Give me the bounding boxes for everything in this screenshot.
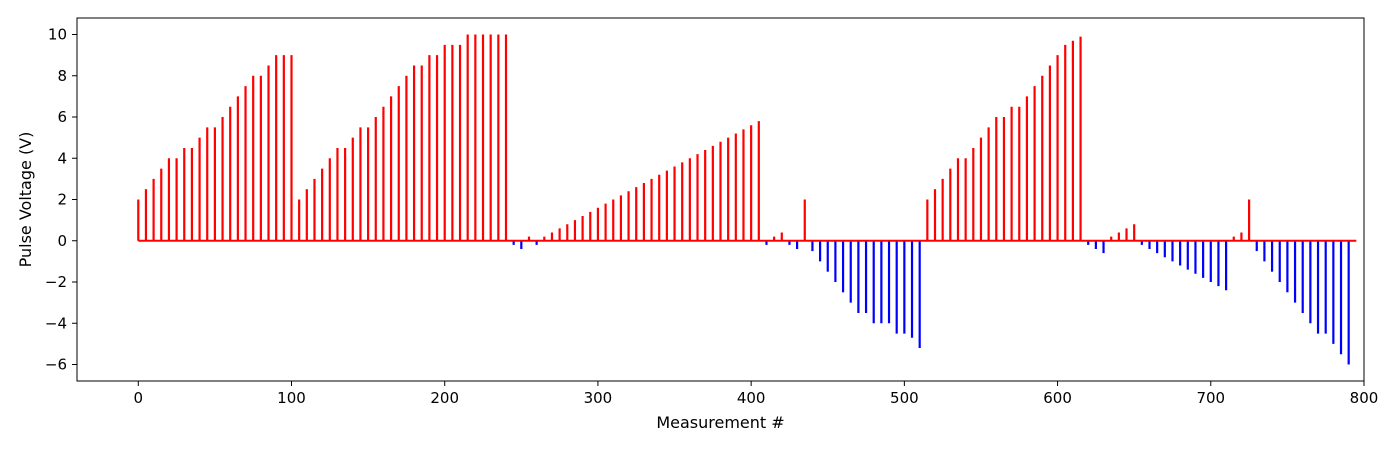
x-tick-label: 300 (584, 389, 613, 407)
x-tick-label: 700 (1196, 389, 1225, 407)
x-axis-label: Measurement # (656, 413, 784, 432)
x-tick-label: 200 (430, 389, 459, 407)
y-tick-label: 8 (57, 67, 67, 85)
x-tick-label: 500 (890, 389, 919, 407)
x-tick-label: 800 (1350, 389, 1379, 407)
x-tick-label: 600 (1043, 389, 1072, 407)
y-tick-label: 10 (48, 26, 67, 44)
x-axis-ticks: 0 100 200 300 400 500 600 700 800 (134, 381, 1379, 407)
y-axis-label: Pulse Voltage (V) (16, 132, 35, 268)
x-tick-label: 400 (737, 389, 766, 407)
y-tick-label: 2 (57, 191, 67, 209)
bars-group (137, 34, 1350, 365)
y-tick-label: −4 (45, 314, 67, 332)
y-tick-label: 0 (57, 232, 67, 250)
y-tick-label: −6 (45, 356, 67, 374)
x-tick-label: 0 (134, 389, 144, 407)
y-tick-label: 6 (57, 108, 67, 126)
y-tick-label: 4 (57, 149, 67, 167)
y-axis-ticks: −6 −4 −2 0 2 4 6 8 10 (45, 26, 77, 374)
y-tick-label: −2 (45, 273, 67, 291)
x-tick-label: 100 (277, 389, 306, 407)
